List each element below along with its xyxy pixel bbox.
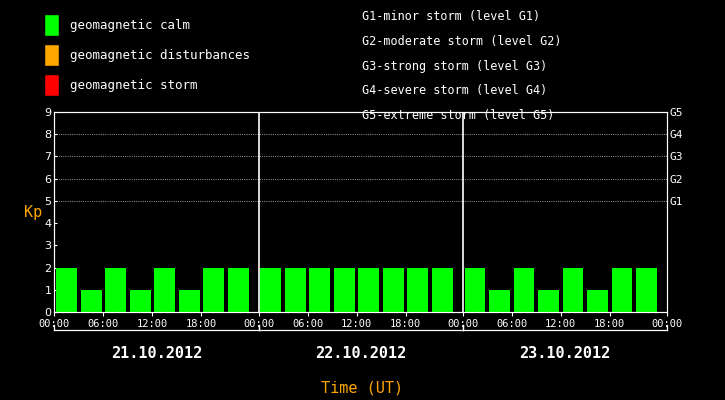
Bar [228, 268, 249, 312]
Bar [285, 268, 306, 312]
Text: geomagnetic calm: geomagnetic calm [70, 18, 191, 32]
Bar [57, 268, 77, 312]
Bar [407, 268, 428, 312]
Bar [432, 268, 453, 312]
Text: G2-moderate storm (level G2): G2-moderate storm (level G2) [362, 35, 562, 48]
Bar [636, 268, 657, 312]
Text: geomagnetic storm: geomagnetic storm [70, 78, 198, 92]
Bar [310, 268, 331, 312]
Bar [587, 290, 608, 312]
Text: 23.10.2012: 23.10.2012 [519, 346, 610, 362]
Bar [612, 268, 632, 312]
Text: G1-minor storm (level G1): G1-minor storm (level G1) [362, 10, 541, 23]
Bar [465, 268, 486, 312]
Bar [489, 290, 510, 312]
Text: 22.10.2012: 22.10.2012 [315, 346, 406, 362]
Bar [105, 268, 126, 312]
Bar [513, 268, 534, 312]
Bar [383, 268, 404, 312]
Text: G5-extreme storm (level G5): G5-extreme storm (level G5) [362, 109, 555, 122]
Bar [203, 268, 224, 312]
Text: G3-strong storm (level G3): G3-strong storm (level G3) [362, 60, 548, 73]
Text: geomagnetic disturbances: geomagnetic disturbances [70, 48, 250, 62]
Bar [538, 290, 559, 312]
Bar [260, 268, 281, 312]
Bar [179, 290, 199, 312]
Bar [154, 268, 175, 312]
Bar [334, 268, 355, 312]
Bar [80, 290, 102, 312]
Text: Time (UT): Time (UT) [321, 380, 404, 396]
Y-axis label: Kp: Kp [24, 204, 43, 220]
Text: 21.10.2012: 21.10.2012 [111, 346, 202, 362]
Bar [358, 268, 379, 312]
Bar [130, 290, 151, 312]
Bar [563, 268, 584, 312]
Text: G4-severe storm (level G4): G4-severe storm (level G4) [362, 84, 548, 98]
